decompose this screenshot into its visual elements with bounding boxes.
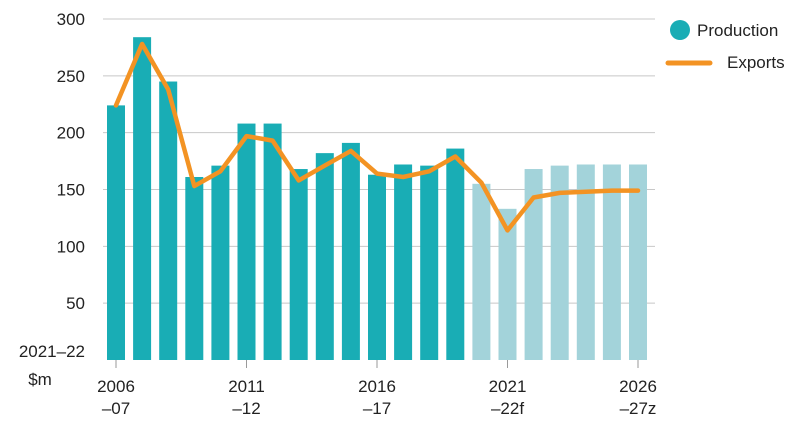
y-unit-label-line1: 2021–22 xyxy=(19,342,85,361)
y-tick-label-100: 100 xyxy=(57,237,85,256)
x-tick-sublabel-2021: –22f xyxy=(491,399,524,418)
exports-line xyxy=(113,41,641,233)
x-tick-label-2026: 2026 xyxy=(619,377,657,396)
y-unit-label-line2: $m xyxy=(28,370,52,389)
bar-production-2006–07 xyxy=(107,105,125,361)
y-tick-label-50: 50 xyxy=(66,294,85,313)
bar-production-2022–23 xyxy=(524,169,543,360)
bar-production-2025–26 xyxy=(602,164,621,360)
production-bars xyxy=(107,37,647,361)
x-tick-sublabel-2006: –07 xyxy=(102,399,130,418)
y-tick-label-200: 200 xyxy=(57,124,85,143)
bar-production-2016–17 xyxy=(368,174,386,360)
y-axis-tick-labels: 50 100 150 200 250 300 xyxy=(57,10,85,313)
x-tick-label-2011: 2011 xyxy=(228,377,265,396)
bar-production-2017–18 xyxy=(394,164,413,360)
legend-exports-label: Exports xyxy=(727,53,785,72)
bar-production-2021–22 xyxy=(498,208,517,360)
x-tick-label-2016: 2016 xyxy=(358,377,396,396)
x-tick-label-2021: 2021 xyxy=(489,377,527,396)
bar-production-2018–19 xyxy=(420,165,439,360)
y-tick-label-250: 250 xyxy=(57,67,85,86)
bar-production-2020–21 xyxy=(472,183,491,360)
x-tick-sublabel-2011: –12 xyxy=(232,399,260,418)
bar-production-2010–11 xyxy=(211,165,230,360)
x-axis-ticks xyxy=(115,360,639,368)
bar-production-2023–24 xyxy=(550,165,569,360)
x-tick-label-2006: 2006 xyxy=(97,377,135,396)
x-tick-sublabel-2026: –27z xyxy=(620,399,657,418)
bar-production-2012–13 xyxy=(263,123,282,360)
y-tick-label-150: 150 xyxy=(57,181,85,200)
bar-production-2019–20 xyxy=(446,148,465,360)
legend: Production Exports xyxy=(665,20,785,72)
bar-production-2009–10 xyxy=(185,176,204,360)
bar-production-2026–27 xyxy=(629,164,647,360)
legend-production-label: Production xyxy=(697,21,778,40)
bar-production-2013–14 xyxy=(289,169,308,360)
bar-production-2024–25 xyxy=(576,164,595,360)
y-tick-label-300: 300 xyxy=(57,10,85,29)
bar-production-2014–15 xyxy=(315,153,334,360)
x-tick-sublabel-2016: –17 xyxy=(363,399,391,418)
bar-production-2011–12 xyxy=(237,123,256,360)
bar-production-2015–16 xyxy=(341,142,360,360)
bar-production-2008–09 xyxy=(159,81,178,361)
bar-production-2007–08 xyxy=(133,37,152,360)
x-axis-tick-labels: 2006 –07 2011 –12 2016 –17 2021 –22f 2026 –27z xyxy=(97,377,657,418)
legend-production-swatch xyxy=(670,20,690,40)
